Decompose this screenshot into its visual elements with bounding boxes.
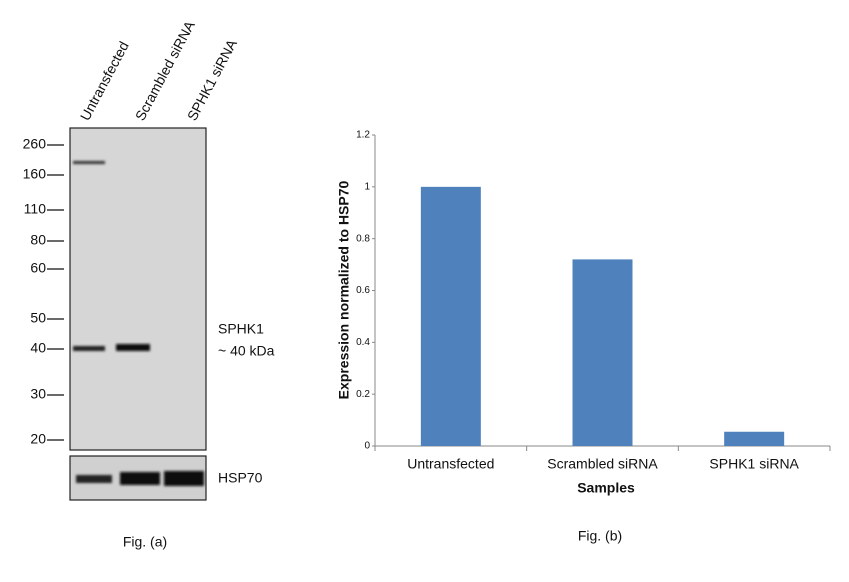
marker-label: 40: [30, 340, 46, 356]
target-label: SPHK1: [218, 321, 264, 337]
bar: [724, 431, 785, 446]
y-tick-label: 1.2: [356, 130, 370, 141]
caption: Fig. (b): [578, 528, 622, 544]
band: [116, 344, 150, 351]
control-label: HSP70: [218, 470, 263, 486]
target-size: ~ 40 kDa: [218, 343, 275, 359]
caption: Fig. (a): [123, 534, 167, 550]
lane-label: SPHK1 siRNA: [184, 36, 240, 123]
y-tick-label: 0.6: [356, 285, 370, 296]
band: [164, 471, 204, 486]
blot-membrane: [69, 127, 207, 451]
band: [76, 475, 112, 483]
marker-label: 160: [23, 166, 47, 182]
lane-label: Untransfected: [77, 39, 132, 123]
x-tick-label: Scrambled siRNA: [547, 456, 658, 472]
x-tick-label: SPHK1 siRNA: [709, 456, 799, 472]
bar: [420, 186, 481, 447]
bands: [73, 161, 204, 486]
marker-label: 50: [30, 310, 46, 326]
band: [73, 346, 105, 351]
x-axis-title: Samples: [577, 480, 635, 496]
band: [73, 161, 105, 164]
marker-label: 60: [30, 260, 46, 276]
marker-label: 80: [30, 232, 46, 248]
x-tick-label: Untransfected: [407, 456, 494, 472]
y-tick-label: 0.8: [356, 233, 370, 244]
y-tick-label: 1: [364, 181, 370, 192]
marker-label: 260: [23, 136, 47, 152]
bar: [572, 259, 633, 446]
band: [120, 472, 160, 485]
marker-label: 110: [24, 201, 47, 217]
marker-label: 30: [30, 386, 46, 402]
marker-label: 20: [30, 431, 46, 447]
y-axis-title: Expression normalized to HSP70: [336, 180, 352, 399]
western-blot: SPHK1 ~ 40 kDa HSP70 Fig. (a): [69, 127, 275, 550]
y-tick-label: 0.2: [356, 389, 370, 400]
y-tick-label: 0: [364, 441, 370, 452]
y-tick-label: 0.4: [356, 337, 370, 348]
